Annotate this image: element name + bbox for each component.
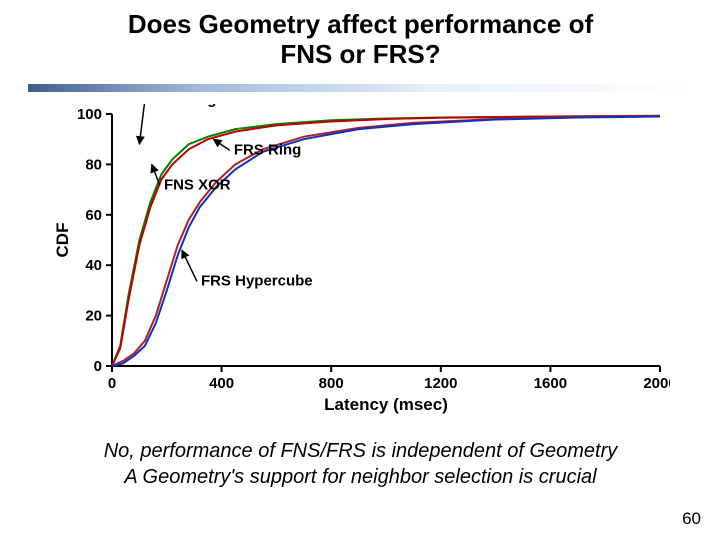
title-underline (28, 84, 693, 92)
svg-text:Latency (msec): Latency (msec) (324, 395, 448, 414)
series-frs-hypercube (112, 117, 660, 366)
svg-text:40: 40 (85, 257, 102, 274)
conclusion-line2: A Geometry's support for neighbor select… (0, 466, 721, 489)
annotation-fns-xor: FNS XOR (164, 177, 231, 194)
svg-text:0: 0 (94, 358, 102, 375)
series-fns-ring (112, 116, 660, 366)
annotation-frs-hypercube: FRS Hypercube (201, 272, 313, 289)
title-line1: Does Geometry affect performance of (0, 10, 721, 40)
series-frs-ring (112, 116, 660, 366)
svg-text:2000: 2000 (643, 375, 670, 392)
svg-text:CDF: CDF (53, 223, 72, 258)
annotation-fns-ring: FNS Ring (149, 104, 217, 108)
cdf-chart: 0 20 40 60 80 100 0 400 800 1200 1600 2000 Latency (… (50, 104, 670, 424)
slide-title: Does Geometry affect performance of FNS … (0, 10, 721, 70)
series-fns-xor (112, 116, 660, 366)
svg-text:400: 400 (209, 375, 234, 392)
svg-text:60: 60 (85, 207, 102, 224)
svg-text:20: 20 (85, 308, 102, 325)
svg-text:1200: 1200 (424, 375, 457, 392)
chart-svg: 0 20 40 60 80 100 0 400 800 1200 1600 2000 Latency (… (50, 104, 670, 424)
svg-text:80: 80 (85, 156, 102, 173)
page-number: 60 (682, 509, 701, 529)
title-line2: FNS or FRS? (0, 40, 721, 70)
svg-text:800: 800 (319, 375, 344, 392)
svg-text:0: 0 (108, 375, 116, 392)
annotation-frs-ring: FRS Ring (234, 141, 302, 158)
svg-text:100: 100 (77, 106, 102, 123)
svg-text:1600: 1600 (534, 375, 567, 392)
conclusion-line1: No, performance of FNS/FRS is independen… (0, 440, 721, 463)
